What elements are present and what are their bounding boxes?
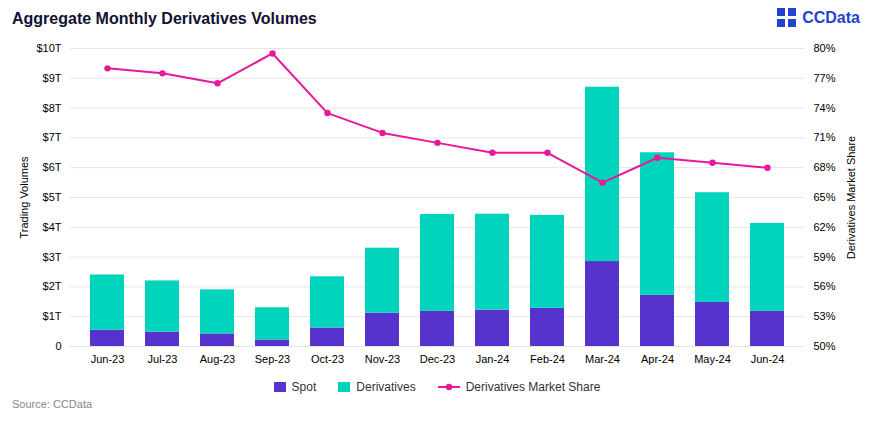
svg-text:Jul-23: Jul-23 [148,353,178,365]
svg-text:$7T: $7T [43,131,62,143]
svg-text:59%: 59% [814,251,836,263]
svg-text:Derivatives Market Share: Derivatives Market Share [845,136,857,260]
svg-text:$4T: $4T [43,221,62,233]
svg-text:Trading Volumes: Trading Volumes [18,156,30,239]
svg-text:Jun-23: Jun-23 [91,353,125,365]
svg-text:80%: 80% [814,42,836,54]
svg-text:Oct-23: Oct-23 [311,353,344,365]
svg-text:68%: 68% [814,161,836,173]
svg-text:$10T: $10T [36,42,61,54]
svg-text:Dec-23: Dec-23 [420,353,455,365]
svg-text:Mar-24: Mar-24 [585,353,620,365]
svg-text:$9T: $9T [43,72,62,84]
svg-text:50%: 50% [814,340,836,352]
svg-text:Jan-24: Jan-24 [476,353,510,365]
svg-text:77%: 77% [814,72,836,84]
html-text:Derivatives: Derivatives [356,380,416,394]
svg-text:56%: 56% [814,280,836,292]
svg-text:Jun-24: Jun-24 [751,353,785,365]
svg-text:$1T: $1T [43,310,62,322]
html-text:Spot: Spot [291,380,317,394]
html-text:CCData: CCData [802,8,860,26]
svg-text:62%: 62% [814,221,836,233]
svg-text:$5T: $5T [43,191,62,203]
svg-text:Apr-24: Apr-24 [641,353,674,365]
svg-text:Feb-24: Feb-24 [530,353,565,365]
svg-text:71%: 71% [814,131,836,143]
svg-text:$6T: $6T [43,161,62,173]
svg-text:$2T: $2T [43,280,62,292]
svg-text:65%: 65% [814,191,836,203]
svg-text:May-24: May-24 [694,353,731,365]
svg-text:$8T: $8T [43,102,62,114]
svg-text:0: 0 [55,340,61,352]
svg-text:Aug-23: Aug-23 [200,353,235,365]
svg-text:74%: 74% [814,102,836,114]
html-text:Aggregate Monthly Derivatives: Aggregate Monthly Derivatives Volumes [12,10,317,27]
svg-text:Nov-23: Nov-23 [365,353,400,365]
svg-text:$3T: $3T [43,251,62,263]
html-text:Derivatives Market Share: Derivatives Market Share [465,380,601,394]
svg-text:Sep-23: Sep-23 [255,353,290,365]
html-text:Source: CCData: Source: CCData [12,398,93,410]
svg-text:53%: 53% [814,310,836,322]
